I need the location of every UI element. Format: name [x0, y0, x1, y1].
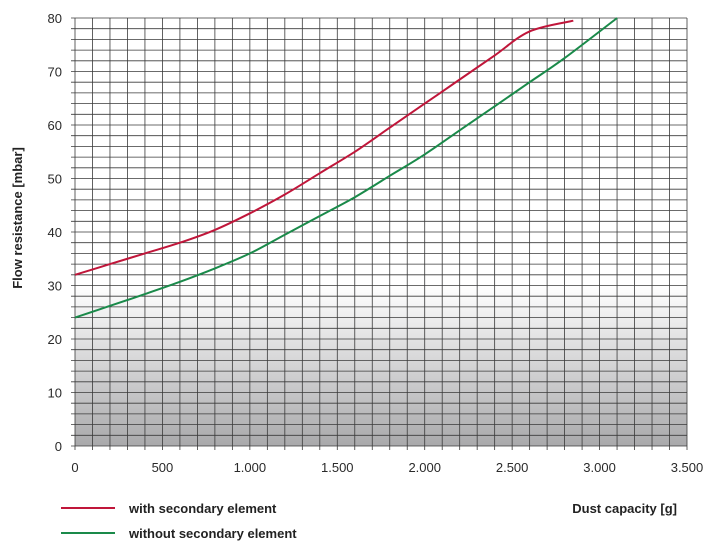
- x-tick-label: 500: [152, 460, 174, 475]
- x-tick-label: 1.000: [234, 460, 267, 475]
- legend: with secondary element without secondary …: [61, 501, 297, 541]
- y-tick-label: 10: [48, 386, 62, 401]
- x-tick-label: 3.500: [671, 460, 704, 475]
- x-tick-label: 1.500: [321, 460, 354, 475]
- tick-labels: 0 500 1.000 1.500 2.000 2.500 3.000 3.500 0 10 20 3…: [48, 11, 704, 475]
- y-tick-label: 60: [48, 118, 62, 133]
- legend-label-1: with secondary element: [128, 501, 277, 516]
- x-tick-label: 2.000: [408, 460, 441, 475]
- y-tick-label: 50: [48, 172, 62, 187]
- series-line-2: [74, 17, 618, 319]
- x-tick-label: 3.000: [583, 460, 616, 475]
- y-tick-label: 30: [48, 279, 62, 294]
- y-tick-label: 40: [48, 225, 62, 240]
- x-axis-label: Dust capacity [g]: [572, 501, 677, 516]
- x-tick-label: 0: [71, 460, 78, 475]
- legend-label-2: without secondary element: [128, 526, 297, 541]
- y-tick-label: 20: [48, 332, 62, 347]
- series-line-1: [74, 19, 574, 276]
- y-tick-label: 70: [48, 65, 62, 80]
- x-tick-label: 2.500: [496, 460, 529, 475]
- y-tick-label: 0: [55, 439, 62, 454]
- plot-shade: [75, 285, 687, 446]
- y-tick-label: 80: [48, 11, 62, 26]
- series-layer: [74, 17, 618, 319]
- y-axis-label: Flow resistance [mbar]: [10, 147, 25, 289]
